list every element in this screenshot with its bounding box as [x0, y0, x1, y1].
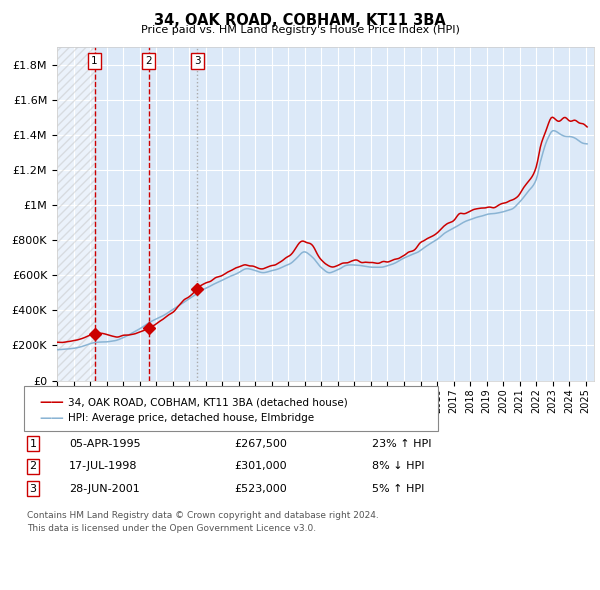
Text: ——: ——: [39, 412, 64, 425]
Text: 5% ↑ HPI: 5% ↑ HPI: [372, 484, 424, 493]
Text: 3: 3: [29, 484, 37, 493]
Text: £523,000: £523,000: [234, 484, 287, 493]
Text: This data is licensed under the Open Government Licence v3.0.: This data is licensed under the Open Gov…: [27, 525, 316, 533]
Text: £301,000: £301,000: [234, 461, 287, 471]
Text: HPI: Average price, detached house, Elmbridge: HPI: Average price, detached house, Elmb…: [68, 414, 314, 423]
Text: Price paid vs. HM Land Registry's House Price Index (HPI): Price paid vs. HM Land Registry's House …: [140, 25, 460, 35]
Text: £267,500: £267,500: [234, 439, 287, 448]
Bar: [57, 47, 95, 381]
Text: 8% ↓ HPI: 8% ↓ HPI: [372, 461, 425, 471]
Text: 23% ↑ HPI: 23% ↑ HPI: [372, 439, 431, 448]
Text: 34, OAK ROAD, COBHAM, KT11 3BA (detached house): 34, OAK ROAD, COBHAM, KT11 3BA (detached…: [68, 398, 347, 408]
Text: 2: 2: [145, 56, 152, 66]
Text: 34, OAK ROAD, COBHAM, KT11 3BA: 34, OAK ROAD, COBHAM, KT11 3BA: [154, 13, 446, 28]
Text: Contains HM Land Registry data © Crown copyright and database right 2024.: Contains HM Land Registry data © Crown c…: [27, 512, 379, 520]
Text: ——: ——: [39, 396, 64, 409]
Text: 2: 2: [29, 461, 37, 471]
Text: 3: 3: [194, 56, 200, 66]
Text: 28-JUN-2001: 28-JUN-2001: [69, 484, 140, 493]
Text: 1: 1: [29, 439, 37, 448]
Text: 05-APR-1995: 05-APR-1995: [69, 439, 140, 448]
Text: 1: 1: [91, 56, 98, 66]
Text: 17-JUL-1998: 17-JUL-1998: [69, 461, 137, 471]
